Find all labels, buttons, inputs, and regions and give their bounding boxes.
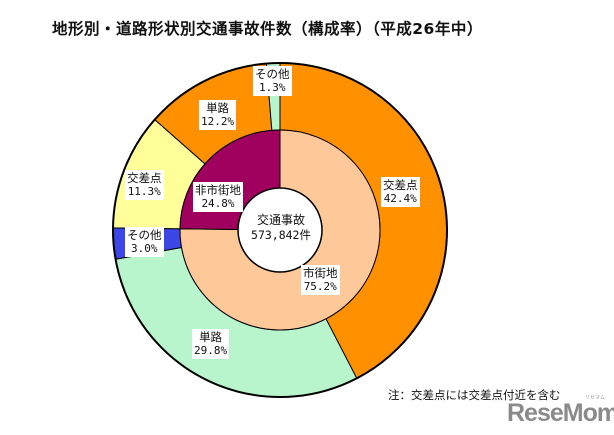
label-pct: 1.3% (259, 81, 286, 94)
label-name: その他 (255, 67, 290, 81)
label-name: その他 (127, 228, 162, 242)
chart-title: 地形別・道路形状別交通事故件数（構成率）（平成26年中） (52, 20, 483, 38)
label-name: 交差点 (383, 178, 418, 192)
label-urban-intersection: 交差点 42.4% (381, 177, 420, 207)
label-rural-single: 単路 12.2% (199, 100, 237, 130)
label-pct: 29.8% (194, 344, 228, 357)
label-urban-single: 単路 29.8% (192, 329, 230, 359)
label-rural-other: その他 1.3% (253, 66, 292, 96)
label-pct: 75.2% (303, 280, 337, 293)
label-name: 単路 (206, 101, 230, 115)
outer-border (112, 62, 448, 398)
label-urban: 市街地 75.2% (301, 265, 340, 295)
label-name: 市街地 (303, 266, 338, 280)
label-pct: 42.4% (383, 192, 417, 205)
label-name: 単路 (199, 330, 223, 344)
label-urban-other: その他 3.0% (125, 227, 164, 257)
watermark-kana: リセマム (585, 395, 606, 401)
label-pct: 12.2% (201, 115, 235, 128)
center-label: 交通事故 (256, 213, 305, 227)
label-name: 交差点 (127, 171, 162, 185)
label-rural-intersection: 交差点 11.3% (125, 170, 164, 200)
center-value: 573,842件 (251, 228, 311, 242)
label-name: 非市街地 (195, 183, 241, 197)
watermark-logo: ReseMom (507, 399, 614, 427)
label-pct: 3.0% (131, 242, 158, 255)
donut-hole (237, 187, 323, 273)
footnote: 注：交差点には交差点付近を含む (388, 388, 561, 402)
label-rural: 非市街地 24.8% (193, 182, 243, 212)
center-total: 交通事故 573,842件 (240, 213, 322, 243)
label-pct: 11.3% (127, 185, 161, 198)
label-pct: 24.8% (201, 197, 235, 210)
